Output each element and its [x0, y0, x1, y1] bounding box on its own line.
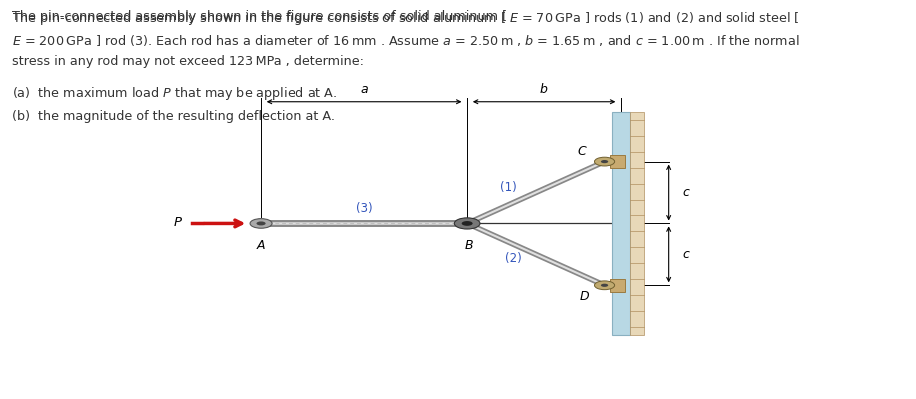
Text: $E$ = 200 GPa ] rod (3). Each rod has a diameter of 16 mm . Assume $a$ = 2.50 m : $E$ = 200 GPa ] rod (3). Each rod has a …	[12, 33, 800, 48]
Bar	[630, 112, 644, 335]
Text: $D$: $D$	[579, 290, 590, 303]
Bar	[610, 155, 625, 168]
Text: $P$: $P$	[173, 216, 183, 229]
Circle shape	[594, 281, 615, 290]
Text: (b)  the magnitude of the resulting deflection at A.: (b) the magnitude of the resulting defle…	[12, 110, 335, 123]
Text: $C$: $C$	[577, 144, 588, 158]
Circle shape	[454, 218, 480, 229]
Bar	[610, 279, 625, 292]
Text: (a)  the maximum load $P$ that may be applied at A.: (a) the maximum load $P$ that may be app…	[12, 85, 337, 102]
Text: (2): (2)	[505, 252, 521, 265]
Text: The pin-connected assembly shown in the figure consists of solid aluminum [ $E$ : The pin-connected assembly shown in the …	[12, 10, 800, 27]
Text: $B$: $B$	[464, 239, 474, 252]
Text: $a$: $a$	[360, 83, 368, 96]
Text: The pin-connected assembly shown in the figure consists of solid aluminum [: The pin-connected assembly shown in the …	[12, 10, 511, 23]
Circle shape	[256, 221, 266, 225]
Text: (3): (3)	[355, 202, 373, 215]
Text: $b$: $b$	[540, 82, 549, 96]
Circle shape	[601, 160, 608, 163]
Circle shape	[462, 221, 473, 226]
Circle shape	[250, 219, 272, 228]
Text: (1): (1)	[500, 181, 517, 194]
Text: $c$: $c$	[682, 186, 691, 199]
Circle shape	[601, 284, 608, 287]
Circle shape	[594, 157, 615, 166]
Text: $c$: $c$	[682, 248, 691, 261]
Text: $A$: $A$	[256, 239, 267, 252]
Bar	[612, 112, 630, 335]
Text: stress in any rod may not exceed 123 MPa , determine:: stress in any rod may not exceed 123 MPa…	[12, 55, 364, 69]
